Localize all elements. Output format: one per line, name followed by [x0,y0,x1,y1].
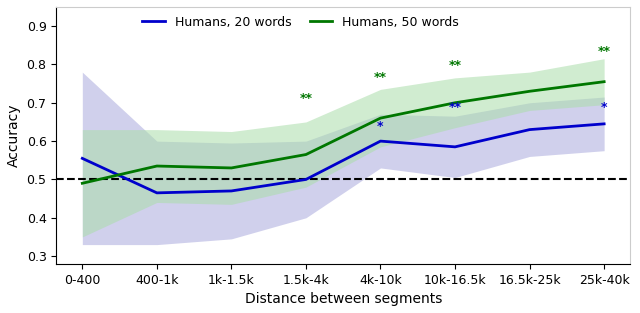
Humans, 20 words [377,139,385,143]
Humans, 20 words [228,189,236,193]
Legend: Humans, 20 words, Humans, 50 words: Humans, 20 words, Humans, 50 words [137,11,464,33]
X-axis label: Distance between segments: Distance between segments [244,292,442,306]
Humans, 50 words [228,166,236,170]
Line: Humans, 50 words: Humans, 50 words [83,82,604,183]
Humans, 50 words [377,116,385,120]
Humans, 20 words [302,177,310,181]
Humans, 20 words [525,128,533,131]
Text: **: ** [449,100,461,114]
Humans, 20 words [600,122,608,126]
Humans, 50 words [79,182,86,185]
Humans, 50 words [600,80,608,84]
Humans, 20 words [153,191,161,195]
Line: Humans, 20 words: Humans, 20 words [83,124,604,193]
Humans, 20 words [79,156,86,160]
Text: **: ** [374,71,387,84]
Text: *: * [377,120,384,133]
Humans, 20 words [451,145,459,149]
Text: **: ** [449,59,461,72]
Humans, 50 words [302,153,310,156]
Text: *: * [601,100,607,114]
Humans, 50 words [451,101,459,105]
Y-axis label: Accuracy: Accuracy [7,104,21,167]
Humans, 50 words [525,90,533,93]
Humans, 50 words [153,164,161,168]
Text: **: ** [598,44,611,58]
Text: **: ** [300,92,312,105]
